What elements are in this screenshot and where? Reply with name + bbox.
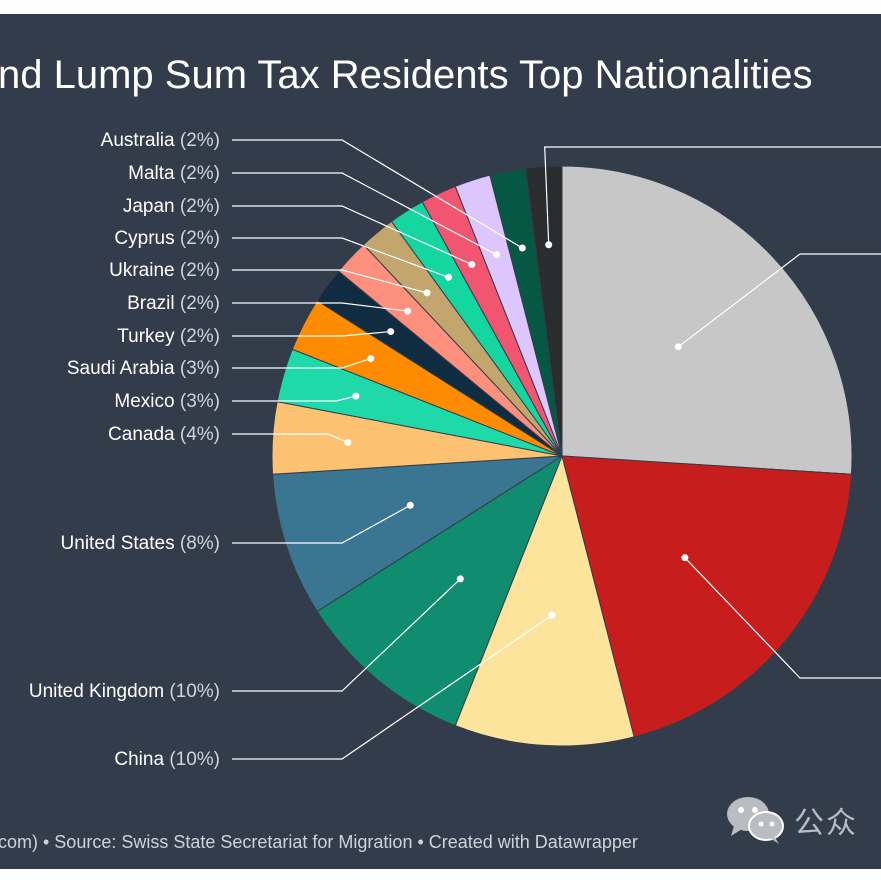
leader-line-malta xyxy=(232,172,497,256)
slice-dot-saudi-arabia xyxy=(367,355,375,363)
leader-line-other xyxy=(544,146,881,245)
leader-line-canada xyxy=(232,433,349,444)
leader-line-cyprus xyxy=(232,237,449,278)
slice-label-united-states: United States (8%) xyxy=(61,533,220,554)
slice-label-united-kingdom: United Kingdom (10%) xyxy=(29,681,220,702)
leader-line-united-kingdom xyxy=(232,578,461,692)
slice-label-australia: Australia (2%) xyxy=(101,130,220,151)
slice-dot-italy xyxy=(674,343,682,351)
chart-card: nd Lump Sum Tax Residents Top Nationalit… xyxy=(0,14,881,869)
slice-label-ukraine: Ukraine (2%) xyxy=(109,260,220,281)
pie-chart: nd Lump Sum Tax Residents Top Nationalit… xyxy=(0,53,881,852)
source-footer: com) • Source: Swiss State Secretariat f… xyxy=(0,832,638,852)
pie-slice-china xyxy=(454,454,635,747)
leader-line-mexico xyxy=(232,395,357,402)
slice-dot-china xyxy=(548,611,556,619)
leader-line-germany xyxy=(684,557,881,679)
slice-dot-ukraine xyxy=(423,289,431,297)
slice-dot-canada xyxy=(344,439,352,447)
slice-dot-united-kingdom xyxy=(456,575,464,583)
slice-dot-cyprus xyxy=(445,273,453,281)
slice-label-cyprus: Cyprus (2%) xyxy=(114,228,220,249)
leader-line-brazil xyxy=(232,302,408,312)
watermark-text: 公众 xyxy=(794,806,858,841)
slice-label-japan: Japan (2%) xyxy=(123,196,220,217)
slice-dot-australia xyxy=(518,244,526,252)
leader-line-china xyxy=(232,614,553,760)
leader-line-saudi-arabia xyxy=(232,358,371,369)
pie-slices xyxy=(271,165,853,747)
slice-label-malta: Malta (2%) xyxy=(128,163,220,184)
pie-slice-italy xyxy=(561,165,853,475)
slice-label-canada: Canada (4%) xyxy=(108,424,220,445)
leader-line-ukraine xyxy=(232,269,428,294)
slice-label-mexico: Mexico (3%) xyxy=(114,391,220,412)
slice-label-saudi-arabia: Saudi Arabia (3%) xyxy=(67,358,220,379)
slice-dot-malta xyxy=(493,251,501,259)
slice-dot-mexico xyxy=(352,392,360,400)
chart-title: nd Lump Sum Tax Residents Top Nationalit… xyxy=(0,53,813,97)
slice-dot-germany xyxy=(681,554,689,562)
leader-line-turkey xyxy=(232,330,391,337)
slice-dot-united-states xyxy=(406,501,414,509)
leader-line-italy xyxy=(677,253,881,348)
leader-line-australia xyxy=(232,139,523,249)
pie-slice-germany xyxy=(561,455,852,738)
pie-slice-other xyxy=(525,165,563,457)
wechat-icon xyxy=(727,797,784,844)
pie-slice-united-kingdom xyxy=(316,454,564,727)
slice-label-china: China (10%) xyxy=(114,749,220,770)
leader-lines xyxy=(232,139,881,760)
slice-labels: China (10%) United Kingdom (10%) United St… xyxy=(29,130,689,770)
watermark: 公众 xyxy=(724,792,858,848)
slice-label-turkey: Turkey (2%) xyxy=(117,326,220,347)
slice-dot-japan xyxy=(468,260,476,268)
slice-dot-other xyxy=(545,241,553,249)
slice-label-brazil: Brazil (2%) xyxy=(127,293,220,314)
slice-dot-turkey xyxy=(387,328,395,336)
pie-slice-united-states xyxy=(272,455,563,613)
leader-line-united-states xyxy=(232,504,411,544)
leader-line-japan xyxy=(232,205,473,265)
slice-dot-brazil xyxy=(404,307,412,315)
